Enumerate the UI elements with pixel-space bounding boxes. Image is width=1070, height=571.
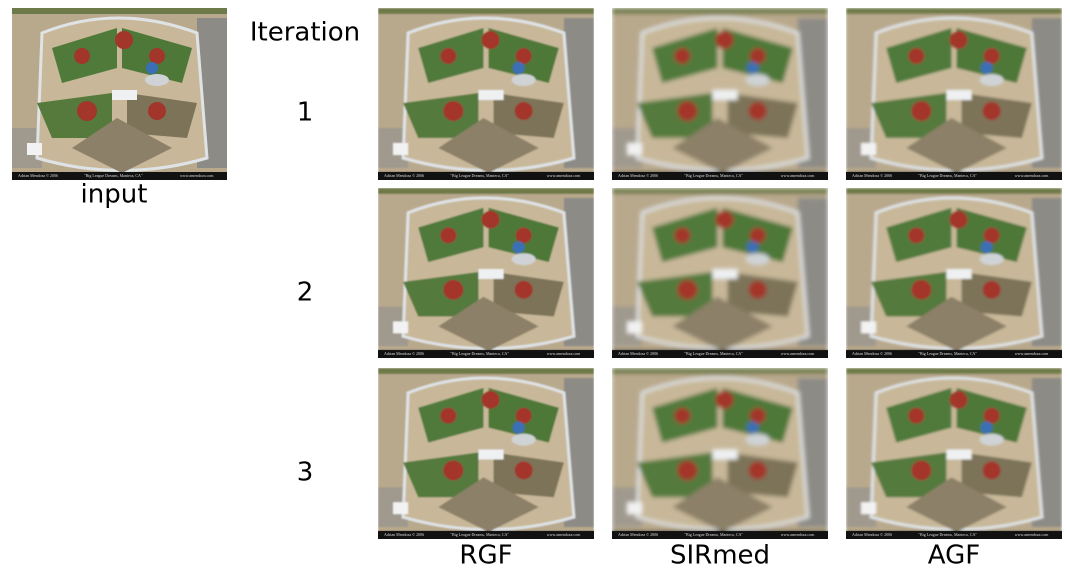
photo: [846, 368, 1062, 539]
photo: [612, 368, 828, 539]
image: Adrian Mendoza © 2006"Big League Dreams,…: [612, 8, 828, 180]
scene: [378, 188, 594, 358]
image-caption: Adrian Mendoza © 2006: [18, 173, 58, 178]
scene: [846, 8, 1062, 180]
scene: [846, 188, 1062, 358]
scene: [12, 8, 227, 180]
image-caption: www.amendoza.com: [547, 173, 581, 178]
image: Adrian Mendoza © 2006"Big League Dreams,…: [846, 188, 1062, 358]
image: Adrian Mendoza © 2006"Big League Dreams,…: [612, 368, 828, 539]
image-caption: Adrian Mendoza © 2006: [618, 351, 658, 356]
iteration-number: 3: [297, 458, 314, 488]
scene: [378, 368, 594, 539]
column-label: SIRmed: [670, 541, 770, 571]
image-caption: Adrian Mendoza © 2006: [852, 351, 892, 356]
image-caption: www.amendoza.com: [1015, 532, 1049, 537]
photo: [612, 8, 828, 180]
image-caption: www.amendoza.com: [1015, 351, 1049, 356]
scene: [846, 368, 1062, 539]
image-caption: Adrian Mendoza © 2006: [384, 351, 424, 356]
image-caption: Adrian Mendoza © 2006: [618, 173, 658, 178]
image-caption: Adrian Mendoza © 2006: [852, 173, 892, 178]
image: Adrian Mendoza © 2006"Big League Dreams,…: [846, 368, 1062, 539]
scene: [378, 8, 594, 180]
image-caption: Adrian Mendoza © 2006: [384, 173, 424, 178]
scene: [612, 188, 828, 358]
scene: [612, 368, 828, 539]
image-caption: www.amendoza.com: [547, 532, 581, 537]
image-caption: www.amendoza.com: [547, 351, 581, 356]
input-label: input: [81, 180, 148, 210]
image-caption: www.amendoza.com: [781, 173, 815, 178]
iteration-number: 2: [297, 278, 314, 308]
photo: [378, 368, 594, 539]
column-label: AGF: [928, 541, 980, 571]
image-caption: www.amendoza.com: [781, 532, 815, 537]
image: Adrian Mendoza © 2006"Big League Dreams,…: [378, 8, 594, 180]
photo: [12, 8, 227, 180]
image: Adrian Mendoza © 2006"Big League Dreams,…: [12, 8, 227, 180]
scene: [612, 8, 828, 180]
photo: [612, 188, 828, 358]
photo: [378, 188, 594, 358]
image-caption: www.amendoza.com: [180, 173, 214, 178]
image: Adrian Mendoza © 2006"Big League Dreams,…: [846, 8, 1062, 180]
image-caption: Adrian Mendoza © 2006: [852, 532, 892, 537]
image-caption: www.amendoza.com: [781, 351, 815, 356]
image-caption: Adrian Mendoza © 2006: [618, 532, 658, 537]
image-caption: Adrian Mendoza © 2006: [384, 532, 424, 537]
iteration-number: 1: [297, 98, 314, 128]
photo: [846, 8, 1062, 180]
column-label: RGF: [459, 541, 512, 571]
photo: [846, 188, 1062, 358]
row-header: Iteration: [250, 18, 360, 48]
image-caption: www.amendoza.com: [1015, 173, 1049, 178]
figure: Iteration input Adrian Mendoza © 2006"Bi…: [0, 0, 1070, 571]
image: Adrian Mendoza © 2006"Big League Dreams,…: [378, 188, 594, 358]
image: Adrian Mendoza © 2006"Big League Dreams,…: [378, 368, 594, 539]
photo: [378, 8, 594, 180]
image: Adrian Mendoza © 2006"Big League Dreams,…: [612, 188, 828, 358]
